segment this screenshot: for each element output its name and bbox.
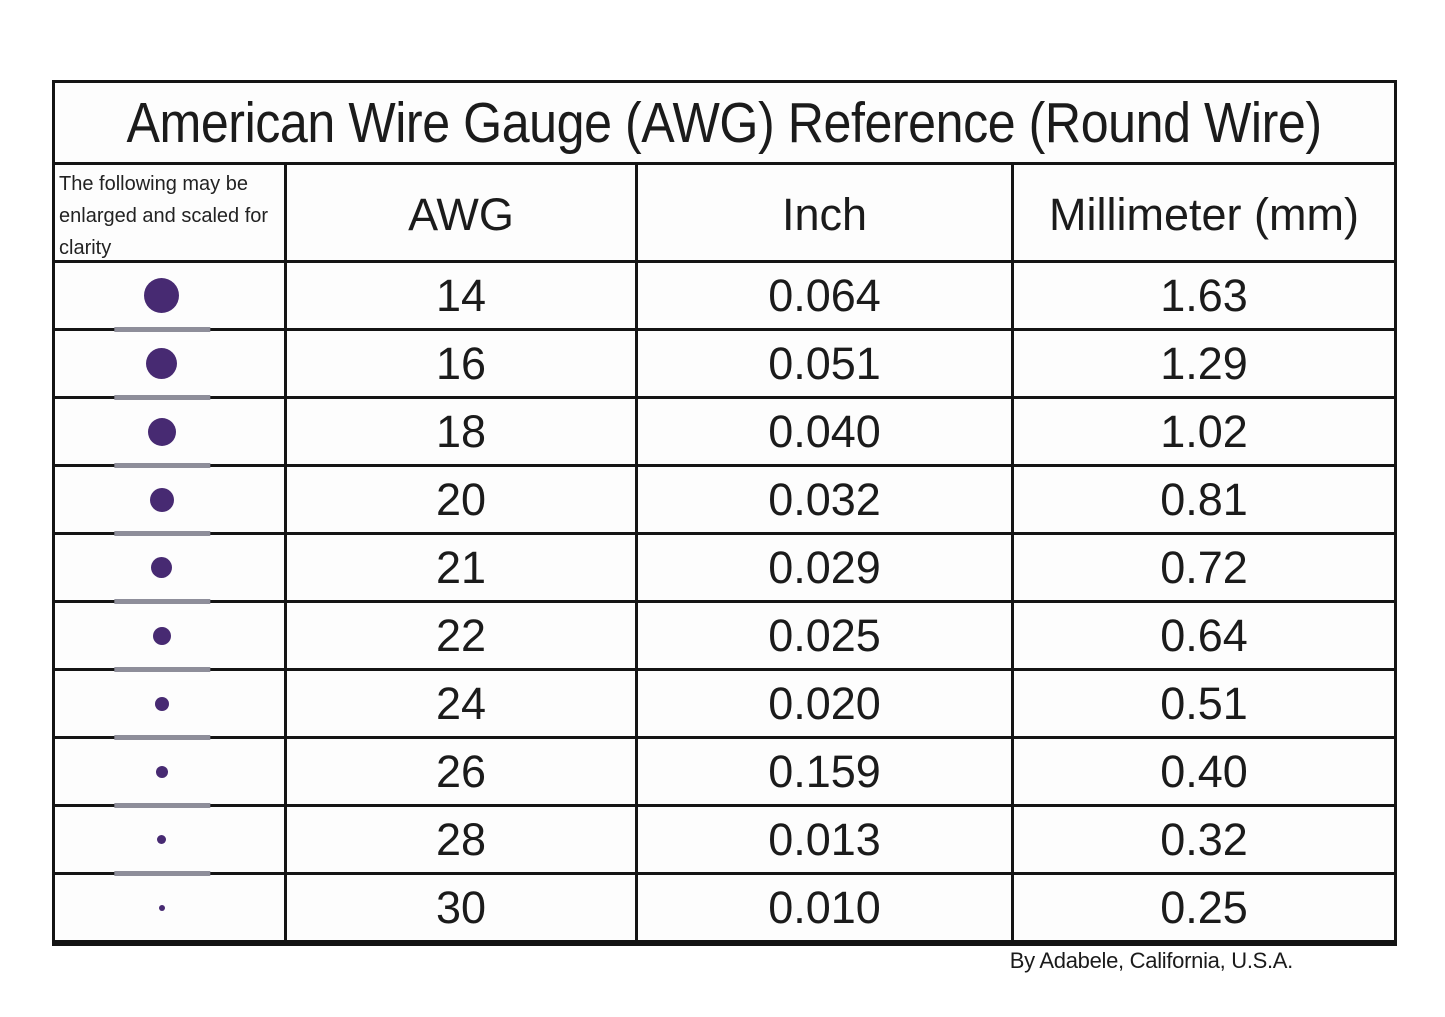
credit-text: By Adabele, California, U.S.A.: [1009, 948, 1294, 973]
mm-value: 1.29: [1011, 331, 1394, 396]
inch-value: 0.025: [635, 603, 1011, 668]
wire-size-cell: [55, 603, 284, 672]
inch-value: 0.029: [635, 535, 1011, 600]
awg-value: 18: [284, 399, 635, 464]
wire-size-cell: [55, 671, 284, 740]
inch-value: 0.040: [635, 399, 1011, 464]
mm-value: 0.40: [1011, 739, 1394, 804]
wire-dot: [152, 626, 171, 645]
inch-value: 0.010: [635, 875, 1011, 940]
wire-size-cell: [55, 739, 284, 808]
dot-underline: [113, 463, 210, 468]
column-header-awg: AWG: [284, 165, 635, 264]
awg-value: 30: [284, 875, 635, 940]
dot-underline: [113, 327, 210, 332]
table-header-row: The following may be enlarged and scaled…: [55, 165, 1394, 264]
dot-underline: [113, 735, 210, 740]
dot-underline: [113, 667, 210, 672]
awg-value: 21: [284, 535, 635, 600]
table-row: 22 0.025 0.64: [55, 603, 1394, 672]
awg-value: 20: [284, 467, 635, 532]
inch-value: 0.013: [635, 807, 1011, 872]
wire-size-cell: [55, 331, 284, 400]
wire-size-cell: [55, 807, 284, 876]
mm-value: 0.25: [1011, 875, 1394, 940]
table-row: 21 0.029 0.72: [55, 535, 1394, 604]
wire-size-cell: [55, 467, 284, 536]
wire-dot: [157, 835, 166, 844]
awg-reference-table: American Wire Gauge (AWG) Reference (Rou…: [52, 80, 1397, 946]
note-cell: The following may be enlarged and scaled…: [59, 173, 269, 259]
wire-dot: [158, 904, 165, 911]
mm-value: 1.02: [1011, 399, 1394, 464]
table-row: 16 0.051 1.29: [55, 331, 1394, 400]
inch-value: 0.064: [635, 263, 1011, 328]
column-header-mm: Millimeter (mm): [1011, 165, 1394, 264]
wire-dot: [149, 487, 174, 512]
dot-underline: [113, 395, 210, 400]
wire-dot: [155, 765, 168, 778]
awg-value: 26: [284, 739, 635, 804]
table-title: American Wire Gauge (AWG) Reference (Rou…: [126, 90, 1323, 155]
dot-underline: [113, 599, 210, 604]
inch-value: 0.032: [635, 467, 1011, 532]
dot-underline: [113, 803, 210, 808]
awg-value: 16: [284, 331, 635, 396]
wire-dot: [154, 696, 169, 711]
wire-size-cell: [55, 263, 284, 332]
mm-value: 1.63: [1011, 263, 1394, 328]
table-title-row: American Wire Gauge (AWG) Reference (Rou…: [55, 83, 1394, 165]
mm-value: 0.81: [1011, 467, 1394, 532]
inch-value: 0.051: [635, 331, 1011, 396]
wire-dot: [146, 348, 177, 379]
table-row: 26 0.159 0.40: [55, 739, 1394, 808]
table-row: 20 0.032 0.81: [55, 467, 1394, 536]
table-row: 14 0.064 1.63: [55, 263, 1394, 332]
wire-size-cell: [55, 535, 284, 604]
wire-dot: [147, 417, 176, 446]
awg-value: 28: [284, 807, 635, 872]
mm-value: 0.64: [1011, 603, 1394, 668]
table-row: 28 0.013 0.32: [55, 807, 1394, 876]
wire-dot: [151, 557, 172, 578]
wire-dot: [144, 278, 179, 313]
mm-value: 0.72: [1011, 535, 1394, 600]
awg-value: 22: [284, 603, 635, 668]
dot-underline: [113, 871, 210, 876]
awg-value: 14: [284, 263, 635, 328]
table-row: 24 0.020 0.51: [55, 671, 1394, 740]
table-row: 30 0.010 0.25: [55, 875, 1394, 940]
mm-value: 0.51: [1011, 671, 1394, 736]
inch-value: 0.159: [635, 739, 1011, 804]
mm-value: 0.32: [1011, 807, 1394, 872]
column-header-inch: Inch: [635, 165, 1011, 264]
inch-value: 0.020: [635, 671, 1011, 736]
awg-value: 24: [284, 671, 635, 736]
table-row: 18 0.040 1.02: [55, 399, 1394, 468]
wire-size-cell: [55, 875, 284, 940]
dot-underline: [113, 531, 210, 536]
wire-size-cell: [55, 399, 284, 468]
